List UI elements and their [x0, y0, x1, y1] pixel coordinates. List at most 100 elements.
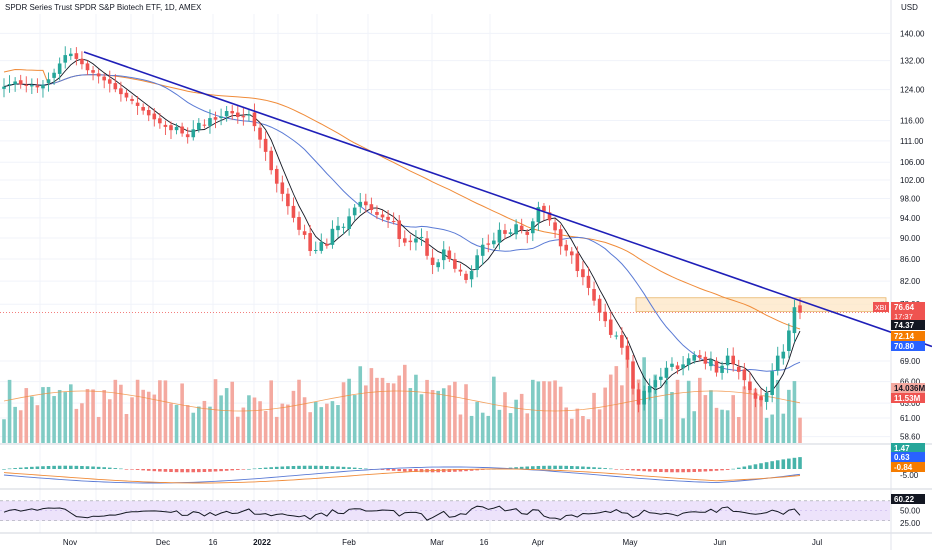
macd-histogram-bar [85, 466, 90, 469]
volume-bar [681, 418, 685, 443]
volume-bar [581, 415, 585, 443]
price-tick-label: 98.00 [900, 195, 921, 204]
macd-histogram-bar [581, 466, 585, 469]
candle-body [96, 73, 101, 77]
macd-histogram-bar [698, 469, 702, 472]
candle-body [575, 253, 580, 272]
price-tick-label: 69.00 [900, 357, 921, 366]
volume-bar [653, 374, 658, 443]
volume-bar [386, 382, 390, 443]
price-tick-label: 94.00 [900, 214, 921, 223]
candle-body [469, 271, 474, 280]
candle-body [447, 250, 452, 260]
candle-body [174, 126, 179, 131]
volume-bar [781, 413, 786, 443]
candle-body [414, 238, 418, 243]
candle-body [46, 79, 51, 84]
candle-body [119, 88, 123, 95]
macd-histogram-bar [46, 465, 51, 469]
volume-bars [2, 357, 802, 443]
volume-bar [269, 380, 273, 443]
candle-body [197, 122, 201, 130]
macd-histogram-bar [547, 465, 552, 469]
currency-label: USD [901, 3, 918, 12]
macd-badge-bg [891, 452, 925, 462]
candle-body [302, 231, 307, 235]
macd-histogram-bar [519, 466, 524, 469]
macd-histogram-bar [653, 469, 658, 472]
macd-histogram-bar [636, 469, 641, 471]
volume-bar [330, 401, 335, 443]
volume-bar [742, 386, 747, 443]
macd-histogram-bar [163, 469, 168, 472]
macd-histogram-bar [202, 469, 207, 472]
macd-histogram-bar [380, 469, 385, 470]
volume-bar [787, 389, 791, 443]
macd-histogram-bar [252, 468, 257, 470]
candle-body [603, 311, 607, 322]
volume-bar [252, 397, 257, 443]
volume-bar [213, 379, 218, 443]
candle-body [486, 243, 491, 245]
volume-bar [770, 414, 774, 443]
price-tick-label: 82.00 [900, 277, 921, 286]
volume-bar [414, 374, 418, 443]
volume-bar [74, 408, 79, 443]
volume-bar [102, 390, 106, 443]
volume-bar [497, 409, 502, 443]
time-label: Apr [532, 538, 545, 547]
price-tick-label: 102.00 [900, 176, 925, 185]
macd-histogram-bar [302, 465, 307, 469]
candle-body [564, 244, 569, 251]
macd-histogram-bar [141, 469, 145, 471]
candle-body [208, 118, 212, 126]
macd-badge-bg [891, 462, 925, 472]
macd-histogram-bar [792, 457, 797, 469]
candle-body [2, 86, 6, 89]
macd-histogram-bar [625, 469, 630, 470]
candle-body [269, 150, 273, 171]
macd-histogram-bar [24, 467, 29, 469]
macd-histogram-bar [764, 462, 769, 469]
candle-body [536, 207, 541, 223]
macd-histogram-bar [180, 469, 184, 473]
volume-bar [18, 410, 23, 443]
rsi-tick-label: 25.00 [900, 519, 921, 528]
macd-histogram-bar [130, 469, 134, 470]
candle-body [464, 273, 468, 280]
symbol-badge-label: XBI [875, 305, 886, 312]
macd-histogram-bar [96, 466, 101, 469]
volume-bar [2, 419, 6, 443]
candle-body [375, 212, 379, 215]
volume-bar [91, 389, 95, 443]
price-badge-14.036M: 14.036M [891, 383, 925, 393]
macd-histogram-bar [119, 468, 123, 470]
candle-body [308, 233, 312, 252]
candle-body [336, 225, 340, 231]
volume-bar [63, 392, 68, 443]
volume-bar [174, 404, 179, 443]
candle-body [686, 358, 691, 366]
candle-body [531, 221, 535, 234]
volume-bar [703, 395, 708, 443]
candle-body [325, 243, 329, 246]
macd-histogram-bar [514, 467, 518, 469]
volume-bar [274, 416, 279, 443]
volume-bar [675, 379, 680, 443]
candle-body [313, 249, 318, 251]
volume-bar [235, 416, 240, 443]
volume-bar [553, 380, 557, 443]
candle-body [364, 201, 368, 206]
macd-histogram-bar [798, 457, 802, 469]
time-label: Mar [430, 538, 444, 547]
candle-body [369, 204, 374, 211]
volume-bar [391, 383, 396, 443]
candle-body [408, 240, 413, 243]
candle-body [748, 381, 752, 391]
candle-body [458, 269, 463, 272]
macd-histogram-bar [74, 465, 79, 469]
volume-bar [347, 378, 351, 443]
macd-histogram-bar [185, 469, 190, 473]
candle-body [191, 129, 196, 138]
